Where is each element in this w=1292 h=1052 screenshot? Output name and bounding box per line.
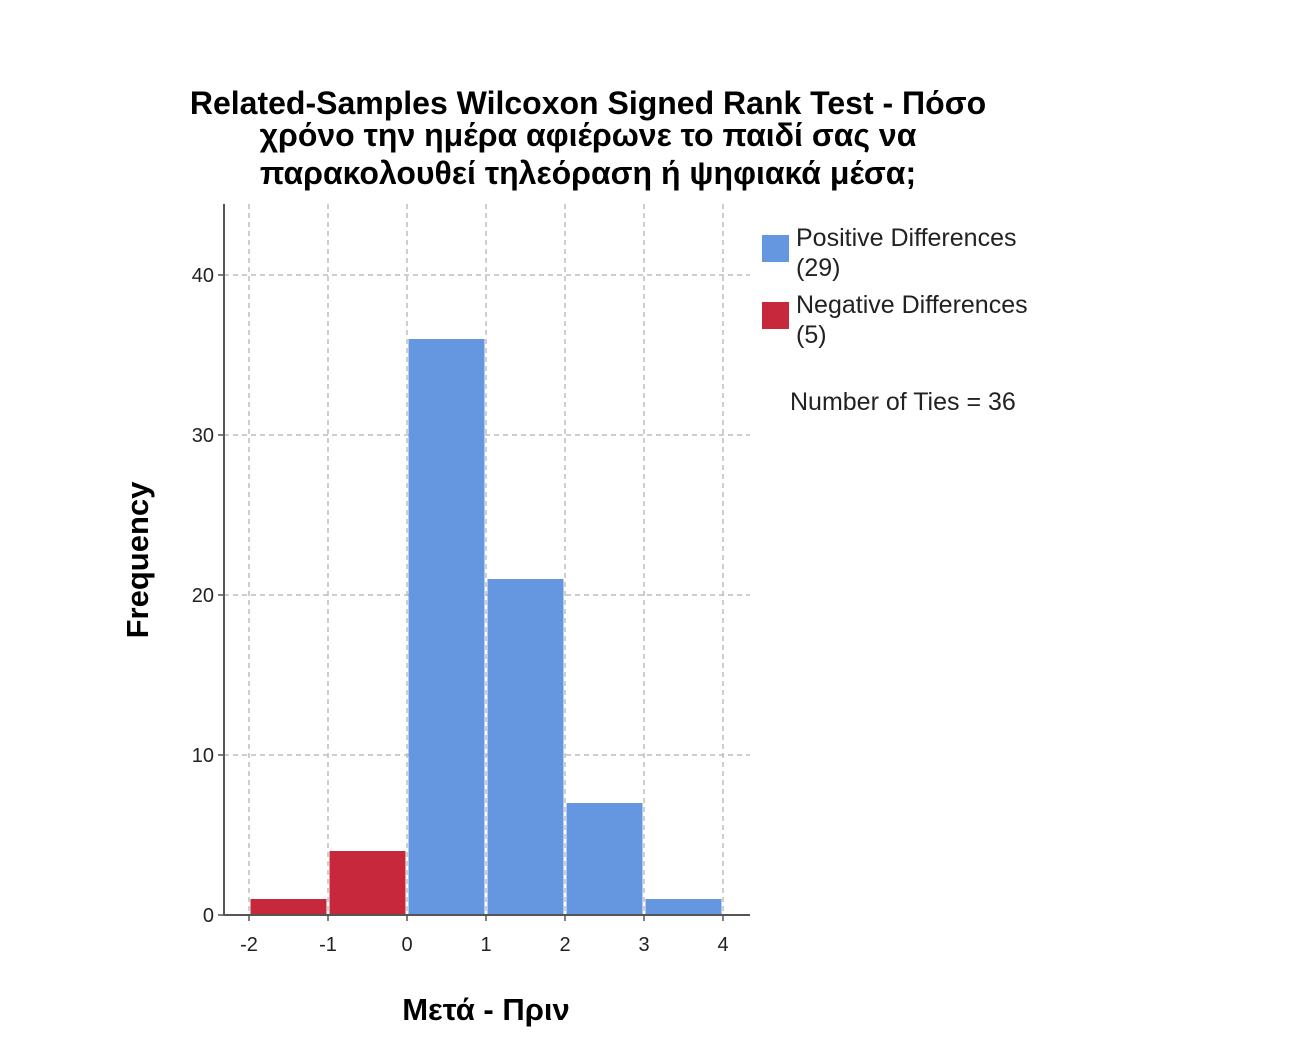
histogram-bar (408, 339, 485, 915)
y-tick-label: 30 (192, 425, 214, 447)
axes (218, 204, 750, 921)
legend-label-negative: Negative Differences (796, 291, 1028, 319)
x-tick-label: 3 (638, 934, 649, 956)
y-tick-label: 40 (192, 265, 214, 287)
histogram-bar (645, 899, 722, 915)
legend-swatch-negative (762, 302, 789, 329)
x-tick-label: 0 (401, 934, 412, 956)
x-axis-label: Μετά - Πριν (402, 992, 570, 1027)
tick-labels: 0 10 20 30 40 -2 -1 0 1 2 3 4 (192, 265, 729, 956)
histogram-bar (487, 579, 564, 915)
histogram-bar (250, 899, 327, 915)
x-tick-label: 4 (717, 934, 728, 956)
y-tick-label: 20 (192, 585, 214, 607)
x-tick-label: -1 (319, 934, 337, 956)
y-axis-label: Frequency (120, 481, 155, 639)
legend: Positive Differences (29) Negative Diffe… (762, 224, 1028, 416)
y-tick-label: 10 (192, 745, 214, 767)
chart-title-line-2: χρόνο την ημέρα αφιέρωνε το παιδί σας να (260, 117, 917, 153)
x-tick-label: 2 (559, 934, 570, 956)
histogram-bar (329, 851, 406, 915)
y-tick-label: 0 (203, 905, 214, 927)
x-tick-label: 1 (480, 934, 491, 956)
x-tick-label: -2 (240, 934, 258, 956)
number-of-ties-label: Number of Ties = 36 (790, 388, 1016, 416)
chart-title-line-3: παρακολουθεί τηλεόραση ή ψηφιακά μέσα; (260, 155, 916, 191)
gridlines (224, 204, 750, 915)
legend-count-positive: (29) (796, 254, 840, 282)
legend-label-positive: Positive Differences (796, 224, 1016, 252)
chart-title: Related-Samples Wilcoxon Signed Rank Tes… (190, 85, 986, 191)
legend-swatch-positive (762, 235, 789, 262)
histogram-bars (250, 339, 722, 915)
histogram-bar (566, 803, 643, 915)
legend-count-negative: (5) (796, 321, 827, 349)
chart-title-line-1: Related-Samples Wilcoxon Signed Rank Tes… (190, 85, 986, 121)
